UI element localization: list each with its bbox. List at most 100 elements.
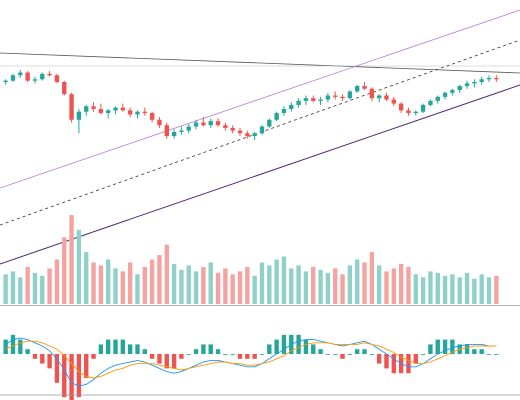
macd-histogram-bar bbox=[362, 349, 367, 354]
volume-bar bbox=[215, 272, 221, 304]
candle-body bbox=[318, 99, 323, 101]
macd-histogram-bar bbox=[215, 349, 221, 354]
volume-bar bbox=[333, 268, 338, 304]
macd-histogram-bar bbox=[193, 349, 199, 354]
volume-bar bbox=[69, 215, 74, 304]
macd-histogram-bar bbox=[464, 344, 470, 354]
volume-bar bbox=[32, 272, 38, 304]
volume-bar bbox=[252, 275, 257, 304]
volume-bar bbox=[54, 259, 60, 304]
macd-histogram-bar bbox=[69, 354, 74, 400]
candle-body bbox=[464, 83, 470, 87]
macd-histogram-bar bbox=[164, 354, 169, 369]
macd-histogram-bar bbox=[347, 354, 353, 355]
candle-body bbox=[347, 91, 353, 99]
macd-histogram-bar bbox=[384, 354, 389, 369]
channel-upper-line bbox=[0, 9, 520, 189]
candle-body bbox=[157, 119, 162, 126]
candle-body bbox=[333, 95, 338, 97]
macd-histogram-bar bbox=[25, 349, 30, 354]
candle-body bbox=[450, 90, 455, 93]
macd-histogram-bar bbox=[296, 334, 301, 354]
macd-histogram-bar bbox=[428, 344, 433, 354]
volume-bar bbox=[267, 265, 272, 304]
candle-body bbox=[135, 111, 140, 115]
macd-histogram-bar bbox=[494, 354, 499, 355]
macd-histogram-bar bbox=[91, 354, 96, 359]
volume-bar bbox=[105, 259, 111, 304]
macd-histogram-bar bbox=[208, 344, 213, 354]
macd-histogram-bar bbox=[376, 354, 382, 364]
candle-body bbox=[149, 113, 155, 120]
volume-bar bbox=[113, 268, 118, 304]
candle-body bbox=[76, 111, 82, 120]
volume-bar bbox=[311, 266, 316, 304]
volume-bar bbox=[84, 252, 89, 304]
macd-histogram-bar bbox=[413, 354, 418, 364]
volume-bar bbox=[325, 272, 331, 304]
macd-histogram-bar bbox=[303, 339, 309, 354]
macd-histogram-bar bbox=[54, 354, 60, 383]
volume-bar bbox=[435, 272, 440, 304]
macd-histogram-bar bbox=[259, 354, 265, 355]
volume-bar bbox=[142, 266, 148, 304]
volume-bar bbox=[98, 265, 104, 304]
candle-body bbox=[142, 111, 148, 114]
volume-bar bbox=[208, 262, 213, 304]
candle-body bbox=[69, 94, 74, 120]
candle-body bbox=[289, 104, 294, 109]
macd-histogram-bar bbox=[333, 354, 338, 355]
volume-bar bbox=[450, 274, 455, 304]
candle-body bbox=[281, 109, 287, 114]
macd-histogram-bar bbox=[237, 354, 243, 359]
volume-bar bbox=[296, 265, 301, 304]
macd-histogram-bar bbox=[479, 349, 484, 354]
macd-histogram-bar bbox=[340, 354, 345, 359]
volume-bar bbox=[464, 272, 470, 304]
resistance-line bbox=[0, 52, 520, 74]
candle-body bbox=[494, 77, 499, 80]
signal-line bbox=[5, 340, 497, 379]
macd-histogram-bar bbox=[76, 354, 82, 398]
candle-body bbox=[171, 131, 177, 136]
macd-histogram-bar bbox=[406, 354, 411, 374]
candle-body bbox=[354, 86, 360, 92]
candle-body bbox=[303, 98, 309, 101]
volume-bar bbox=[347, 265, 353, 304]
volume-bar bbox=[193, 271, 199, 304]
candle-body bbox=[18, 72, 23, 76]
macd-histogram-bar bbox=[32, 354, 38, 359]
volume-bar bbox=[179, 269, 184, 304]
macd-histogram-bar bbox=[149, 354, 155, 359]
candle-body bbox=[325, 95, 331, 100]
macd-histogram-bar bbox=[113, 339, 118, 354]
macd-histogram-bar bbox=[40, 354, 45, 364]
candle-body bbox=[127, 110, 133, 115]
macd-histogram-bar bbox=[311, 344, 316, 354]
candle-body bbox=[193, 122, 199, 127]
volume-bar bbox=[289, 268, 294, 304]
macd-histogram-bar bbox=[142, 349, 148, 354]
macd-histogram-bar bbox=[420, 354, 426, 355]
volume-bar bbox=[157, 255, 162, 304]
macd-histogram-bar bbox=[318, 349, 323, 354]
candle-body bbox=[3, 80, 8, 82]
macd-histogram-bar bbox=[84, 354, 89, 378]
volume-bar bbox=[413, 274, 418, 304]
macd-histogram-bar bbox=[442, 339, 448, 354]
candle-body bbox=[428, 100, 433, 105]
candle-body bbox=[186, 126, 191, 131]
volume-bar bbox=[223, 268, 228, 304]
candle-body bbox=[296, 100, 301, 105]
volume-bar bbox=[76, 229, 82, 304]
candle-body bbox=[237, 130, 243, 134]
macd-histogram-bar bbox=[47, 354, 52, 369]
macd-histogram-bar bbox=[135, 344, 140, 354]
volume-bar bbox=[406, 266, 411, 304]
candle-body bbox=[340, 96, 345, 99]
volume-bar bbox=[10, 271, 16, 304]
candle-body bbox=[208, 121, 213, 126]
macd-histogram-bar bbox=[10, 334, 16, 354]
macd-histogram-bar bbox=[245, 354, 250, 359]
volume-bar bbox=[230, 274, 235, 304]
